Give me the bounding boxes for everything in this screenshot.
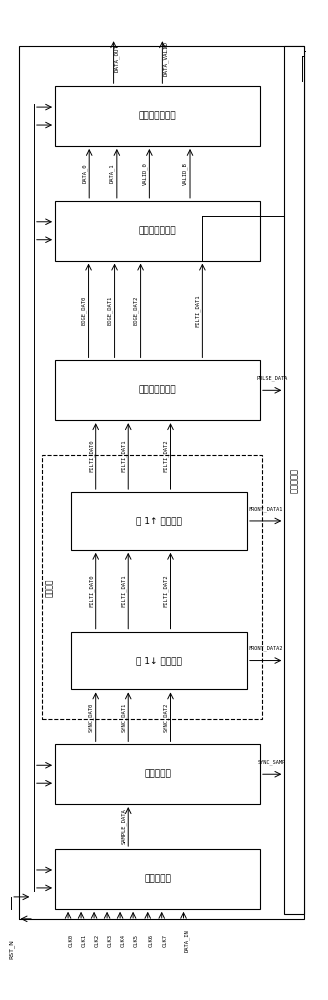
Text: PULSE_DATA: PULSE_DATA [256,376,288,381]
Text: FILTI_DAT0: FILTI_DAT0 [88,440,94,472]
Text: FILTI_DAT2: FILTI_DAT2 [163,574,169,607]
Text: CLK2: CLK2 [95,934,100,947]
Bar [71,492,247,550]
Bar [71,632,247,689]
Text: DATA_1: DATA_1 [110,164,115,183]
Bar [42,455,261,719]
Text: SYNC_SAMP: SYNC_SAMP [258,759,286,765]
Text: 移位寄存器: 移位寄存器 [290,468,298,493]
Text: SYNC_DAT1: SYNC_DAT1 [121,702,127,732]
Text: CLK3: CLK3 [108,934,113,947]
Text: 波宽判断寄存器: 波宽判断寄存器 [139,386,176,395]
Text: FILTI_DAT1: FILTI_DAT1 [121,440,127,472]
Text: CLK4: CLK4 [121,934,126,947]
Bar [19,46,304,919]
Bar [55,201,260,261]
Text: 检波寄存器: 检波寄存器 [144,874,171,883]
Text: VALID_B: VALID_B [183,162,188,185]
Text: DATA_VALID: DATA_VALID [163,41,169,76]
Text: 滤 1↓ 数据恢复: 滤 1↓ 数据恢复 [136,656,182,665]
Text: FILTI_DAT1: FILTI_DAT1 [121,574,127,607]
Text: CLK0: CLK0 [69,934,74,947]
Text: CLK6: CLK6 [149,934,154,947]
Text: RST_N: RST_N [8,939,14,959]
Bar [55,360,260,420]
Text: CLK7: CLK7 [162,934,168,947]
Bar [55,744,260,804]
Text: SYNC_DAT2: SYNC_DAT2 [163,702,169,732]
Text: SAMPLE_DATA: SAMPLE_DATA [121,809,127,844]
Text: DATA_OUT: DATA_OUT [114,44,120,72]
Bar [55,849,260,909]
Text: FILTI_DAT2: FILTI_DAT2 [163,440,169,472]
Text: EDGE_DAT0: EDGE_DAT0 [81,296,87,325]
Text: VALID_0: VALID_0 [142,162,148,185]
Text: 滤 1↑ 数据恢复: 滤 1↑ 数据恢复 [136,516,182,525]
Text: EDGE_DAT1: EDGE_DAT1 [107,296,113,325]
Bar [284,46,304,914]
Text: 数据选择寄存器: 数据选择寄存器 [139,112,176,121]
Text: CLK1: CLK1 [82,934,87,947]
Text: DATA_0: DATA_0 [82,164,88,183]
Text: FILTI_DAT1: FILTI_DAT1 [195,294,201,327]
Text: 滤波单元: 滤波单元 [45,578,54,597]
Bar [55,86,260,146]
Text: FRONT_DATA1: FRONT_DATA1 [248,506,283,512]
Text: 数据滤波寄存器: 数据滤波寄存器 [139,226,176,235]
Text: 置位寄存器: 置位寄存器 [144,770,171,779]
Text: CLK5: CLK5 [134,934,139,947]
Text: EDGE_DAT2: EDGE_DAT2 [133,296,139,325]
Text: SYNC_DAT0: SYNC_DAT0 [88,702,94,732]
Text: FILTI_DAT0: FILTI_DAT0 [88,574,94,607]
Text: FRONT_DATA2: FRONT_DATA2 [248,646,283,651]
Text: DATA_IN: DATA_IN [184,929,190,952]
